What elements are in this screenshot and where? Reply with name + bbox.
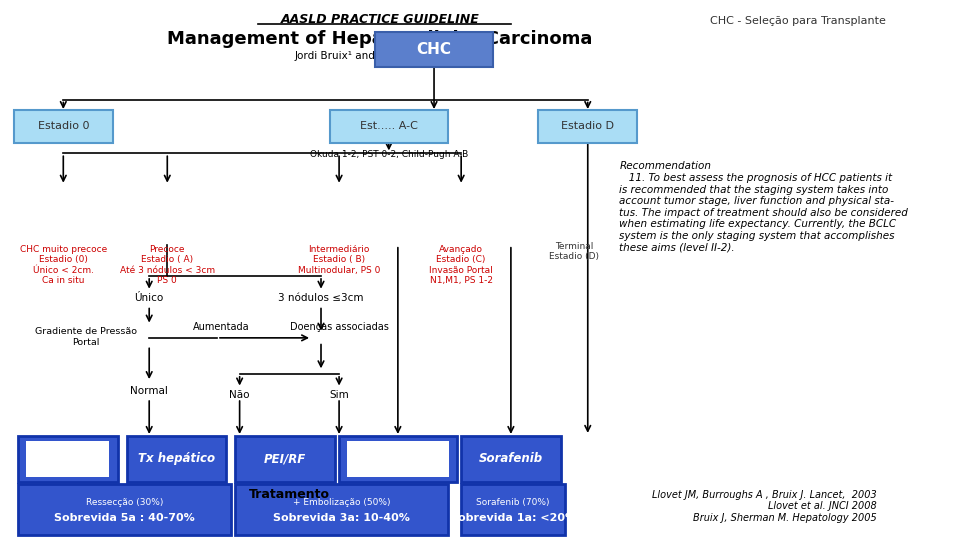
FancyBboxPatch shape <box>330 110 448 143</box>
Text: Avançado
Estadio (C)
Invasão Portal
N1,M1, PS 1-2: Avançado Estadio (C) Invasão Portal N1,M… <box>430 245 493 285</box>
Text: Sobrevida 5a : 40-70%: Sobrevida 5a : 40-70% <box>54 513 195 523</box>
Text: Intermediário
Estadio ( B)
Multinodular, PS 0: Intermediário Estadio ( B) Multinodular,… <box>298 245 381 274</box>
FancyBboxPatch shape <box>127 436 226 482</box>
Text: Ressecção (30%): Ressecção (30%) <box>85 498 163 507</box>
Text: AASLD PRACTICE GUIDELINE: AASLD PRACTICE GUIDELINE <box>280 13 480 26</box>
FancyBboxPatch shape <box>538 110 638 143</box>
Text: Tx hepático: Tx hepático <box>138 452 215 465</box>
Text: Okuda 1-2, PST 0-2, Child-Pugh A-B: Okuda 1-2, PST 0-2, Child-Pugh A-B <box>310 150 468 159</box>
Text: Terminal
Estadio (D): Terminal Estadio (D) <box>550 242 599 261</box>
Text: Estadio D: Estadio D <box>561 122 615 131</box>
Text: CHC: CHC <box>416 43 452 57</box>
Text: CHC - Seleção para Transplante: CHC - Seleção para Transplante <box>711 16 886 26</box>
Text: Llovet JM, Burroughs A , Bruix J. Lancet,  2003
Llovet et al. JNCI 2008
Bruix J,: Llovet JM, Burroughs A , Bruix J. Lancet… <box>652 490 877 523</box>
Text: Não: Não <box>229 390 250 400</box>
Text: Sorafenib: Sorafenib <box>479 452 543 465</box>
Text: CHC muito precoce
Estadio (0)
Único < 2cm.
Ca in situ: CHC muito precoce Estadio (0) Único < 2c… <box>20 245 106 285</box>
FancyBboxPatch shape <box>18 436 118 482</box>
Text: Sorafenib (70%): Sorafenib (70%) <box>477 498 550 507</box>
Text: Sobrevida 1a: <20%: Sobrevida 1a: <20% <box>450 513 576 523</box>
Text: Único: Único <box>134 293 164 303</box>
Text: Estadio 0: Estadio 0 <box>37 122 89 131</box>
Text: Est..... A-C: Est..... A-C <box>360 122 418 131</box>
Text: PEI/RF: PEI/RF <box>264 452 306 465</box>
Text: Precoce
Estadio ( A)
Até 3 nódulos < 3cm
PS 0: Precoce Estadio ( A) Até 3 nódulos < 3cm… <box>120 245 215 285</box>
Text: Doenças associadas: Doenças associadas <box>290 322 388 332</box>
Text: Aumentada: Aumentada <box>193 322 250 332</box>
Text: + Embolização (50%): + Embolização (50%) <box>292 498 390 507</box>
FancyBboxPatch shape <box>26 441 109 477</box>
FancyBboxPatch shape <box>18 484 230 535</box>
FancyBboxPatch shape <box>375 32 493 67</box>
FancyBboxPatch shape <box>461 436 561 482</box>
Text: Recommendation
   11. To best assess the prognosis of HCC patients it
is recomme: Recommendation 11. To best assess the pr… <box>620 161 908 253</box>
Text: Tratamento: Tratamento <box>248 488 330 501</box>
Text: Management of Hepatocellular Carcinoma: Management of Hepatocellular Carcinoma <box>167 30 593 47</box>
FancyBboxPatch shape <box>461 484 565 535</box>
FancyBboxPatch shape <box>13 110 113 143</box>
Text: Sim: Sim <box>329 390 349 400</box>
Text: 3 nódulos ≤3cm: 3 nódulos ≤3cm <box>278 293 363 303</box>
FancyBboxPatch shape <box>235 436 335 482</box>
Text: Sobrevida 3a: 10-40%: Sobrevida 3a: 10-40% <box>273 513 409 523</box>
FancyBboxPatch shape <box>339 436 456 482</box>
Text: Jordi Bruix¹ and Morris Sherman²: Jordi Bruix¹ and Morris Sherman² <box>294 51 465 61</box>
FancyBboxPatch shape <box>235 484 448 535</box>
FancyBboxPatch shape <box>347 441 449 477</box>
Text: Normal: Normal <box>130 386 168 397</box>
Text: Gradiente de Pressão
Portal: Gradiente de Pressão Portal <box>35 327 137 346</box>
